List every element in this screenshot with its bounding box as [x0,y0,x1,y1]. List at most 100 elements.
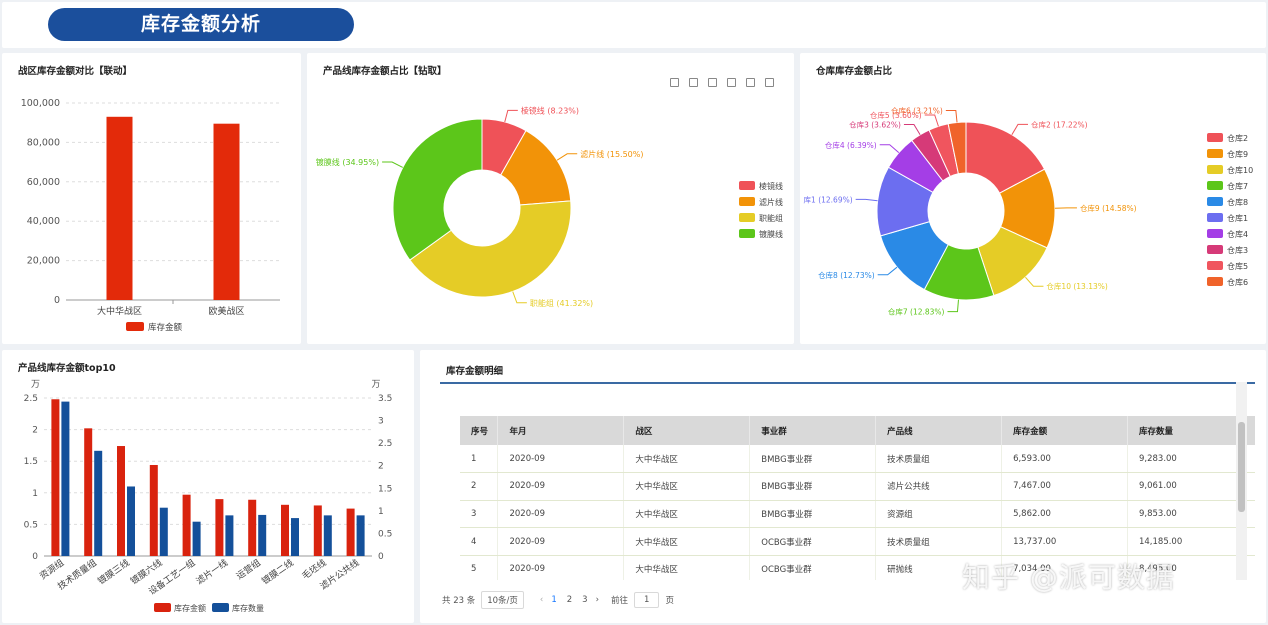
slice-label: 职能组 (41.32%) [530,298,593,308]
legend-label: 镀膜线 [759,229,783,239]
label-line [924,114,939,127]
y-tick-label: 100,000 [21,98,60,109]
bar-amount [84,428,93,556]
right-unit: 万 [371,380,380,390]
legend-swatch [739,197,755,206]
bar-quantity [127,486,135,556]
table-cell: 大中华战区 [623,472,751,501]
right-tick-label: 2 [378,462,384,472]
scrollbar-thumb[interactable] [1238,422,1245,512]
table-row[interactable]: 1 2020-09 大中华战区 BMBG事业群 技术质量组 6,593.00 9,283.0… [460,445,1255,474]
slice-label: 仓库6 (3.21%) [891,106,943,116]
table-header-row: 序号 年月 战区 事业群 产品线 库存金额 库存数量 [460,416,1255,445]
left-tick-label: 1.5 [24,457,38,467]
left-unit: 万 [31,380,40,390]
bar-amount [215,499,224,556]
bar-quantity [356,515,365,556]
save-image-icon[interactable] [765,78,774,87]
right-tick-label: 0.5 [378,529,392,539]
top10-bar-chart[interactable]: 万万00.511.522.500.511.522.533.5资源组技术质量组镀膜… [2,350,414,623]
legend-swatch [1207,133,1223,142]
slice-label: 仓库8 (12.73%) [818,270,875,280]
table-cell: 大中华战区 [623,555,751,580]
next-page-icon[interactable]: › [595,595,599,605]
left-tick-label: 2.5 [24,394,38,404]
goto-label: 前往 [611,596,629,606]
slice-label: 仓库10 (13.13%) [1046,281,1107,291]
x-tick-label: 欧美战区 [208,305,244,317]
legend-swatch [154,603,171,612]
bar-amount [149,464,158,556]
column-header[interactable]: 战区 [623,416,751,445]
bar-quantity [94,450,103,556]
column-header[interactable]: 库存数量 [1127,416,1255,445]
legend-label: 仓库4 [1227,229,1248,239]
detail-title: 库存金额明细 [446,366,504,377]
legend-label: 仓库8 [1227,197,1248,207]
x-tick-label: 滤片一线 [194,557,230,587]
slice-label: 仓库7 (12.83%) [888,307,945,317]
bar-quantity [61,401,70,556]
total-count: 共 23 条 [442,596,476,606]
y-tick-label: 0 [54,295,60,306]
table-scrollbar[interactable] [1236,382,1247,580]
legend-label: 仓库9 [1227,149,1248,159]
restore-icon[interactable] [669,78,679,87]
column-header[interactable]: 年月 [497,416,625,445]
warehouse-donut-chart[interactable]: 仓库2 (17.22%) 仓库2 仓库9 (14.58%) 仓库9 仓库10 (13.1… [800,53,1266,344]
bar-quantity [323,515,332,556]
page-title: 库存金额分析 [48,8,354,41]
legend-swatch [739,181,755,190]
x-tick-label: 大中华战区 [97,305,142,317]
column-header[interactable]: 序号 [460,416,499,445]
table-cell: 6,593.00 [1001,445,1128,474]
x-tick-label: 镀膜二线 [259,557,295,587]
zoom-reset-icon[interactable] [726,78,736,87]
label-line [382,161,403,168]
bar-quantity [192,521,201,556]
chart-toolbox [665,72,774,91]
table-row[interactable]: 2 2020-09 大中华战区 BMBG事业群 滤片公共线 7,467.00 9,061.0… [460,472,1255,501]
legend-swatch [739,213,755,222]
table-cell: 7,467.00 [1001,472,1128,501]
data-view-icon[interactable] [688,78,698,87]
legend-label: 职能组 [759,213,783,223]
right-tick-label: 2.5 [378,439,392,449]
table-cell: BMBG事业群 [749,445,877,474]
table-row[interactable]: 3 2020-09 大中华战区 BMBG事业群 资源组 5,862.00 9,853.00 [460,500,1255,529]
column-header[interactable]: 产品线 [875,416,1003,445]
region-bar-chart[interactable]: 0 20,000 40,000 60,000 80,000 100,000 大中华战区 欧美战… [2,53,301,344]
refresh-icon[interactable] [745,78,755,87]
table-row[interactable]: 5 2020-09 大中华战区 OCBG事业群 研抛线 7,034.00 8,495.00 [460,555,1255,580]
page-size-select[interactable]: 10条/页 [481,591,524,609]
column-header[interactable]: 事业群 [749,416,877,445]
x-tick-label: 毛坯线 [300,557,329,582]
goto-input[interactable]: 1 [634,592,660,608]
page-2[interactable]: 2 [566,595,573,605]
table-cell: 2020-09 [497,445,625,474]
table-cell: 9,853.00 [1127,500,1255,529]
legend-label: 棱镜线 [759,181,783,191]
label-line [1011,123,1029,135]
header-bar: 库存金额分析 [2,2,1266,48]
donut-slice [947,121,967,175]
slice-label: 镀膜线 (34.95%) [316,157,379,167]
table-row[interactable]: 4 2020-09 大中华战区 OCBG事业群 技术质量组 13,737.00 14,185… [460,527,1255,556]
legend-label: 库存数量 [232,603,264,613]
column-header[interactable]: 库存金额 [1001,416,1128,445]
warehouse-share-panel: 仓库库存金额占比 仓库2 (17.22%) 仓库2 仓库9 (14.58%) 仓库9 仓… [800,53,1266,344]
table-cell: 3 [460,500,499,529]
right-tick-label: 1 [378,507,384,517]
x-tick-label: 镀膜三线 [95,557,131,587]
region-amount-panel: 战区库存金额对比【联动】 0 20,000 40,000 60,000 80,000 10… [2,53,301,344]
legend-swatch [1207,261,1223,270]
label-line [945,110,958,123]
table-cell: 技术质量组 [875,445,1003,474]
table-cell: 9,061.00 [1127,472,1255,501]
page-1[interactable]: 1 [551,595,557,605]
page-3[interactable]: 3 [582,595,588,605]
zoom-icon[interactable] [707,78,717,87]
legend-swatch [212,603,229,612]
prev-page-icon[interactable]: ‹ [539,595,544,605]
